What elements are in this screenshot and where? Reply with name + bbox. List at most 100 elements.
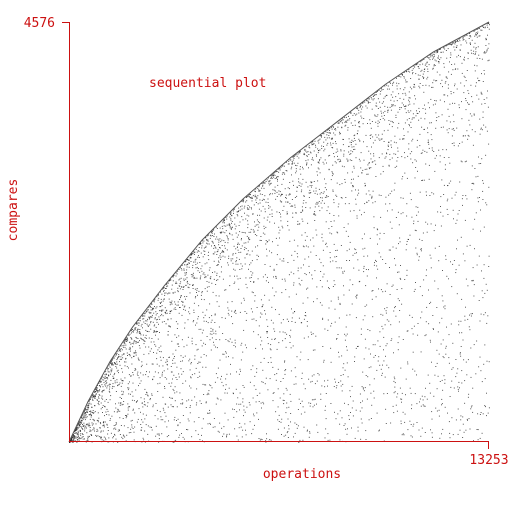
scatter-point xyxy=(323,133,325,135)
scatter-point xyxy=(464,35,466,37)
scatter-point xyxy=(203,240,205,242)
scatter-point xyxy=(423,59,425,60)
scatter-point xyxy=(259,239,261,241)
scatter-point xyxy=(200,403,202,404)
scatter-point xyxy=(401,398,403,400)
scatter-point xyxy=(93,419,95,421)
scatter-point xyxy=(374,160,376,162)
scatter-point xyxy=(440,343,442,345)
scatter-point xyxy=(451,286,453,288)
scatter-point xyxy=(229,227,231,229)
scatter-point xyxy=(267,202,269,203)
scatter-point xyxy=(197,377,199,378)
scatter-point xyxy=(415,98,416,100)
scatter-point xyxy=(366,201,368,203)
scatter-point xyxy=(333,153,335,154)
scatter-point xyxy=(290,421,291,423)
scatter-point xyxy=(306,288,307,290)
scatter-point xyxy=(256,307,258,308)
scatter-point xyxy=(73,438,75,440)
scatter-point xyxy=(322,317,324,319)
scatter-point xyxy=(443,375,445,377)
scatter-point xyxy=(484,26,486,28)
scatter-point xyxy=(231,215,233,217)
scatter-point xyxy=(392,284,394,286)
scatter-point xyxy=(170,311,171,312)
scatter-point xyxy=(324,178,325,180)
scatter-point xyxy=(202,240,204,242)
scatter-point xyxy=(411,69,413,71)
scatter-point xyxy=(140,397,142,399)
scatter-point xyxy=(134,368,136,369)
scatter-point xyxy=(472,182,474,184)
scatter-point xyxy=(397,349,399,351)
scatter-point xyxy=(166,436,168,438)
scatter-point xyxy=(362,387,364,389)
scatter-point xyxy=(415,115,417,117)
scatter-point xyxy=(393,376,395,378)
scatter-point xyxy=(297,245,299,247)
scatter-point xyxy=(352,400,354,402)
scatter-point xyxy=(373,378,375,380)
scatter-point xyxy=(385,310,387,312)
scatter-point xyxy=(83,422,85,424)
scatter-point xyxy=(139,317,141,319)
scatter-point xyxy=(429,303,431,304)
scatter-point xyxy=(412,68,414,70)
scatter-point xyxy=(480,209,481,211)
scatter-point xyxy=(356,108,358,109)
scatter-point xyxy=(345,197,347,198)
scatter-point xyxy=(233,345,235,346)
scatter-point xyxy=(219,247,220,248)
scatter-point xyxy=(392,246,394,248)
scatter-point xyxy=(278,168,279,170)
scatter-point xyxy=(149,371,150,373)
scatter-point xyxy=(146,330,148,332)
scatter-point xyxy=(105,439,107,441)
scatter-point xyxy=(331,171,333,173)
scatter-point xyxy=(255,401,257,403)
scatter-point xyxy=(187,280,188,282)
scatter-point xyxy=(454,85,455,87)
scatter-point xyxy=(401,401,402,403)
scatter-point xyxy=(116,361,118,363)
scatter-point xyxy=(416,214,418,216)
scatter-point xyxy=(158,441,160,443)
scatter-point xyxy=(98,396,99,398)
scatter-point xyxy=(202,383,204,385)
scatter-point xyxy=(376,105,378,107)
scatter-point xyxy=(458,320,460,322)
scatter-point xyxy=(109,386,111,388)
scatter-point xyxy=(92,393,94,395)
scatter-point xyxy=(312,143,314,145)
scatter-point xyxy=(73,437,75,439)
scatter-point xyxy=(337,126,339,128)
scatter-point xyxy=(240,403,242,405)
scatter-point xyxy=(143,439,145,441)
scatter-point xyxy=(208,243,210,245)
scatter-point xyxy=(145,311,147,313)
scatter-point xyxy=(415,73,417,75)
scatter-point xyxy=(486,24,488,26)
scatter-point xyxy=(193,254,195,255)
scatter-point xyxy=(403,89,405,91)
scatter-point xyxy=(296,423,298,425)
scatter-point xyxy=(198,361,200,363)
scatter-point xyxy=(391,209,393,211)
scatter-point xyxy=(479,320,481,322)
scatter-point xyxy=(408,97,410,99)
scatter-point xyxy=(215,295,217,297)
scatter-point xyxy=(120,402,122,404)
scatter-point xyxy=(252,428,254,430)
scatter-point xyxy=(355,189,356,191)
scatter-point xyxy=(108,371,110,373)
scatter-point xyxy=(384,308,386,310)
scatter-point xyxy=(364,338,366,340)
scatter-point xyxy=(146,310,148,312)
scatter-point xyxy=(164,292,166,294)
scatter-point xyxy=(162,371,163,373)
scatter-point xyxy=(107,433,109,435)
scatter-point xyxy=(422,63,424,65)
scatter-point xyxy=(196,277,198,279)
scatter-point xyxy=(368,269,369,271)
